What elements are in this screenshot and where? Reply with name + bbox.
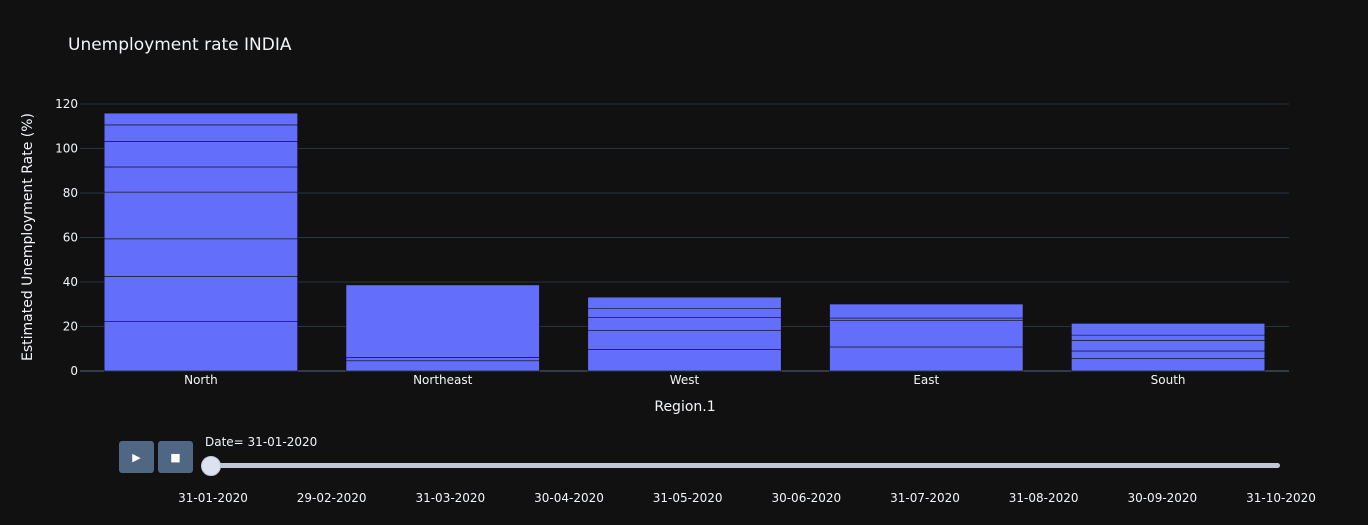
bar-segment[interactable] — [1071, 340, 1266, 352]
bar-segment[interactable] — [103, 166, 298, 193]
bars — [103, 112, 1266, 372]
bar-segment[interactable] — [345, 284, 540, 358]
bar-segment[interactable] — [103, 124, 298, 142]
x-tick-label: South — [1151, 373, 1186, 387]
slider-step-label[interactable]: 31-08-2020 — [1008, 491, 1079, 505]
play-icon: ▶ — [132, 450, 141, 464]
bar-segment[interactable] — [587, 296, 782, 310]
slider-step-label[interactable]: 30-09-2020 — [1127, 491, 1198, 505]
y-axis-title: Estimated Unemployment Rate (%) — [20, 113, 36, 361]
bar-segment[interactable] — [1071, 350, 1266, 359]
slider-step-label[interactable]: 30-06-2020 — [771, 491, 842, 505]
bar-west[interactable] — [587, 296, 782, 372]
slider-step-label[interactable]: 31-07-2020 — [890, 491, 960, 505]
bar-segment[interactable] — [103, 321, 298, 372]
bar-segment[interactable] — [345, 357, 540, 362]
bar-segment[interactable] — [1071, 358, 1266, 372]
bar-segment[interactable] — [587, 308, 782, 318]
bar-segment[interactable] — [1071, 334, 1266, 341]
bar-segment[interactable] — [829, 317, 1024, 321]
x-tick-label: North — [184, 373, 218, 387]
y-tick-label: 60 — [63, 231, 78, 245]
y-tick-label: 100 — [55, 142, 78, 156]
bar-northeast[interactable] — [345, 284, 540, 372]
y-tick-label: 40 — [63, 275, 78, 289]
date-slider-handle[interactable] — [201, 456, 221, 476]
chart-title: Unemployment rate INDIA — [68, 35, 292, 55]
slider-step-label[interactable]: 31-05-2020 — [652, 491, 723, 505]
bar-segment[interactable] — [345, 360, 540, 372]
slider-current-value: Date= 31-01-2020 — [205, 435, 318, 449]
slider-step-label[interactable]: 31-03-2020 — [415, 491, 486, 505]
bar-south[interactable] — [1071, 323, 1266, 372]
stop-button[interactable]: ■ — [158, 441, 193, 473]
bar-segment[interactable] — [829, 303, 1024, 319]
bar-segment[interactable] — [103, 141, 298, 168]
bar-segment[interactable] — [829, 319, 1024, 348]
x-tick-label: East — [913, 373, 939, 387]
animation-controls: ▶ ■ — [119, 441, 193, 473]
slider-step-label[interactable]: 31-01-2020 — [178, 491, 248, 505]
bar-segment[interactable] — [587, 349, 782, 372]
slider-step-label[interactable]: 31-10-2020 — [1246, 491, 1316, 505]
y-tick-label: 120 — [55, 97, 78, 111]
bar-segment[interactable] — [103, 112, 298, 126]
x-tick-labels: North Northeast West East South — [184, 373, 1185, 387]
slider-step-label[interactable]: 30-04-2020 — [534, 491, 604, 505]
x-axis-title: Region.1 — [654, 399, 715, 415]
bar-north[interactable] — [103, 112, 298, 372]
stop-icon: ■ — [170, 450, 181, 464]
bar-segment[interactable] — [103, 191, 298, 240]
date-slider-track[interactable] — [205, 463, 1280, 468]
slider-step-label[interactable]: 29-02-2020 — [296, 491, 367, 505]
bar-segment[interactable] — [587, 317, 782, 331]
y-tick-label: 80 — [63, 186, 78, 200]
bar-segment[interactable] — [829, 346, 1024, 372]
bar-east[interactable] — [829, 303, 1024, 372]
x-tick-label: Northeast — [413, 373, 473, 387]
y-tick-label: 20 — [63, 320, 78, 334]
bar-segment[interactable] — [1071, 323, 1266, 336]
y-tick-label: 0 — [70, 364, 78, 378]
play-button[interactable]: ▶ — [119, 441, 154, 473]
bar-segment[interactable] — [587, 329, 782, 350]
y-tick-labels: 0 20 40 60 80 100 120 — [55, 97, 78, 378]
bar-segment[interactable] — [103, 238, 298, 277]
bar-segment[interactable] — [103, 276, 298, 322]
x-tick-label: West — [670, 373, 700, 387]
